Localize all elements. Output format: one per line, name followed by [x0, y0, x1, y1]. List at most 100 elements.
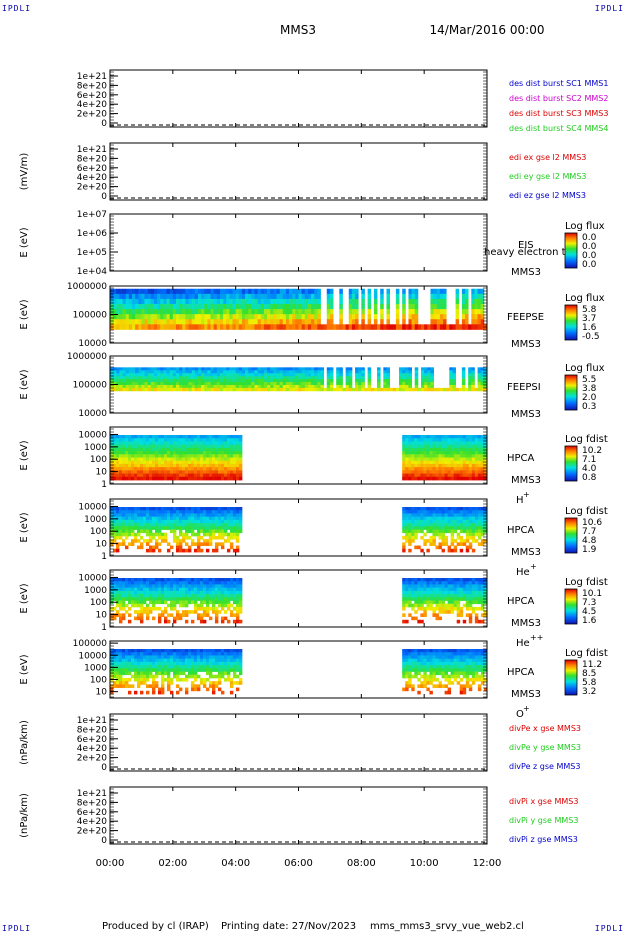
- spectrogram-cell: [201, 304, 205, 310]
- spectrogram-cell: [154, 444, 159, 449]
- spectrogram-cell: [190, 578, 195, 582]
- spectrogram-cell: [408, 548, 412, 553]
- spectrogram-cell: [426, 447, 430, 452]
- spectrogram-cell: [138, 319, 142, 325]
- spectrogram-cell: [139, 665, 144, 669]
- spectrogram-cell: [441, 454, 445, 458]
- spectrogram-cell: [405, 584, 409, 589]
- spectrogram-cell: [154, 447, 159, 452]
- spectrogram-cell: [462, 584, 467, 589]
- spectrogram-cell: [110, 447, 114, 452]
- spectrogram-cell: [141, 373, 145, 377]
- spectrogram-cell: [402, 668, 406, 672]
- spectrogram-cell: [169, 309, 174, 315]
- spectrogram-cell: [214, 548, 219, 553]
- spectrogram-cell: [119, 460, 123, 465]
- spectrogram-cell: [181, 463, 186, 468]
- spectrogram-cell: [248, 387, 252, 392]
- spectrogram-cell: [205, 507, 210, 511]
- spectrogram-cell: [257, 314, 262, 320]
- spectrogram-cell: [420, 681, 424, 685]
- spectrogram-cell: [238, 324, 243, 330]
- spectrogram-cell: [135, 370, 139, 374]
- spectrogram-cell: [166, 382, 171, 386]
- spectrogram-cell: [214, 584, 219, 589]
- spectrogram-cell: [119, 435, 123, 439]
- spectrogram-cell: [141, 293, 145, 300]
- spectrogram-cell: [276, 288, 281, 295]
- spectrogram-cell: [270, 384, 274, 389]
- spectrogram-cell: [193, 581, 198, 585]
- spectrogram-cell: [223, 590, 228, 595]
- spectrogram-cell: [260, 288, 265, 295]
- colorbar-title: Log fdist: [565, 434, 608, 445]
- spectrogram-cell: [405, 384, 409, 389]
- spectrogram-cell: [426, 687, 430, 692]
- spectrogram-cell: [292, 379, 296, 383]
- spectrogram-cell: [166, 548, 171, 553]
- spectrogram-cell: [438, 661, 442, 666]
- spectrogram-cell: [157, 510, 162, 514]
- spectrogram-cell: [163, 451, 168, 455]
- spectrogram-cell: [459, 539, 464, 543]
- spectrogram-cell: [386, 319, 391, 325]
- spectrogram-cell: [124, 652, 129, 656]
- spectrogram-cell: [462, 578, 467, 582]
- spectrogram-cell: [238, 507, 243, 511]
- spectrogram-cell: [119, 298, 123, 305]
- spectrogram-cell: [124, 470, 129, 474]
- spectrogram-cell: [113, 581, 117, 585]
- spectrogram-cell: [193, 532, 198, 537]
- spectrogram-cell: [245, 304, 249, 310]
- spectrogram-cell: [175, 684, 180, 688]
- spectrogram-cell: [208, 590, 213, 595]
- spectrogram-cell: [122, 529, 126, 534]
- spectrogram-cell: [184, 460, 189, 465]
- spectrogram-cell: [211, 681, 216, 685]
- spectrogram-cell: [127, 606, 132, 611]
- spectrogram-cell: [157, 513, 162, 518]
- spectrogram-cell: [154, 473, 159, 478]
- spectrogram-cell: [483, 470, 488, 474]
- colorbar-tick-label: -0.5: [582, 332, 600, 342]
- spectrogram-cell: [226, 367, 230, 371]
- spectrogram-cell: [138, 293, 142, 300]
- spectrogram-cell: [133, 674, 138, 679]
- spectrogram-cell: [380, 387, 384, 392]
- spectrogram-cell: [408, 382, 412, 386]
- spectrogram-cell: [187, 451, 192, 455]
- spectrogram-cell: [471, 594, 476, 598]
- spectrogram-cell: [199, 578, 204, 582]
- spectrogram-cell: [282, 376, 287, 380]
- spectrogram-cell: [414, 382, 419, 386]
- spectrogram-cell: [474, 597, 479, 601]
- spectrogram-cell: [157, 519, 162, 524]
- spectrogram-cell: [411, 581, 415, 585]
- spectrogram-cell: [276, 370, 281, 374]
- spectrogram-cell: [320, 387, 325, 392]
- spectrogram-cell: [148, 661, 153, 666]
- spectrogram-cell: [151, 473, 156, 478]
- spectrogram-cell: [358, 370, 362, 374]
- spectrogram-cell: [226, 370, 230, 374]
- spectrogram-cell: [160, 649, 165, 653]
- spectrogram-cell: [208, 542, 213, 546]
- spectrogram-cell: [172, 671, 177, 676]
- spectrogram-cell: [232, 523, 237, 527]
- spectrogram-cell: [459, 606, 464, 611]
- spectrogram-cell: [348, 373, 353, 377]
- spectrogram-cell: [144, 314, 149, 320]
- spectrogram-cell: [420, 665, 424, 669]
- spectrogram-cell: [235, 438, 240, 442]
- spectrogram-cell: [285, 387, 290, 392]
- spectrogram-cell: [181, 600, 186, 605]
- y-axis-label: E (eV): [19, 227, 30, 257]
- spectrogram-cell: [185, 384, 189, 389]
- colorbar-tick-label: 0.0: [582, 242, 597, 252]
- spectrogram-cell: [211, 610, 216, 614]
- spectrogram-cell: [190, 581, 195, 585]
- spectrogram-cell: [119, 655, 123, 660]
- spectrogram-cell: [307, 324, 312, 330]
- spectrogram-cell: [124, 529, 129, 534]
- spectrogram-cell: [439, 387, 444, 392]
